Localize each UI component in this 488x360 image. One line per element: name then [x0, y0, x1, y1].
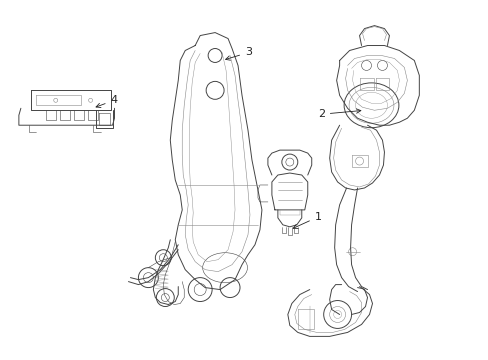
Text: 3: 3 — [225, 48, 251, 60]
Text: 2: 2 — [317, 109, 360, 119]
Text: 1: 1 — [293, 212, 321, 229]
Text: 4: 4 — [96, 95, 118, 108]
